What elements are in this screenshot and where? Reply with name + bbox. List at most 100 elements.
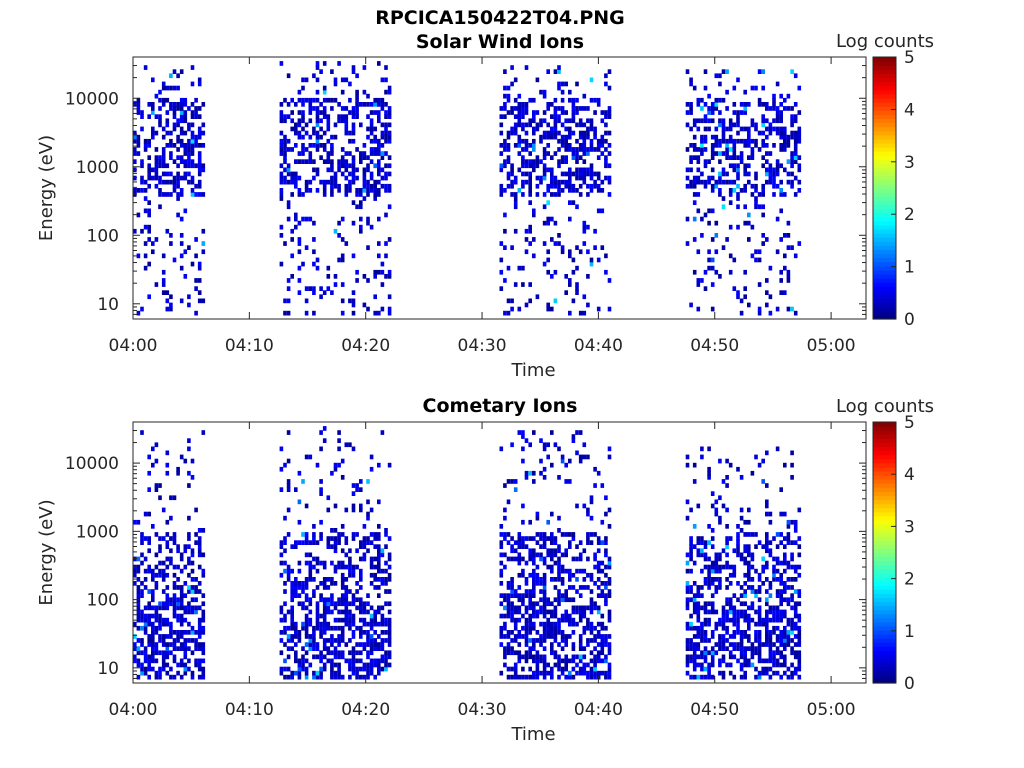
heatmap-cell bbox=[326, 179, 331, 185]
heatmap-cell bbox=[743, 634, 747, 639]
cometary-x-ticks: 04:00 04:10 04:20 04:30 04:40 04:50 05:00 bbox=[109, 422, 856, 720]
heatmap-cell bbox=[696, 147, 701, 152]
heatmap-cell bbox=[739, 662, 744, 668]
heatmap-cell bbox=[197, 167, 202, 173]
heatmap-cell bbox=[775, 589, 780, 594]
heatmap-cell bbox=[765, 617, 769, 623]
heatmap-cell bbox=[297, 134, 302, 140]
heatmap-cell bbox=[154, 487, 159, 492]
heatmap-cell bbox=[586, 638, 590, 643]
x-tick-label: 04:00 bbox=[109, 700, 158, 720]
heatmap-cell bbox=[596, 642, 601, 647]
heatmap-cell bbox=[524, 536, 529, 541]
heatmap-cell bbox=[703, 650, 708, 656]
heatmap-cell bbox=[586, 617, 590, 623]
heatmap-cell bbox=[290, 646, 294, 651]
heatmap-cell bbox=[739, 609, 744, 615]
heatmap-cell bbox=[786, 621, 791, 627]
heatmap-cell bbox=[190, 130, 195, 136]
heatmap-cell bbox=[786, 597, 791, 603]
heatmap-cell bbox=[550, 556, 554, 562]
heatmap-cell bbox=[322, 560, 327, 566]
heatmap-cell bbox=[725, 609, 729, 615]
heatmap-cell bbox=[183, 654, 188, 660]
heatmap-cell bbox=[604, 269, 608, 275]
heatmap-cell bbox=[517, 585, 522, 590]
heatmap-cell bbox=[586, 302, 590, 308]
heatmap-cell bbox=[689, 81, 693, 87]
heatmap-cell bbox=[524, 593, 529, 598]
heatmap-cell bbox=[380, 134, 385, 140]
heatmap-cell bbox=[387, 654, 392, 660]
heatmap-cell bbox=[319, 143, 323, 148]
heatmap-cell bbox=[553, 110, 558, 115]
heatmap-cell bbox=[297, 249, 302, 255]
heatmap-cell bbox=[340, 147, 345, 152]
heatmap-cell bbox=[575, 171, 579, 177]
heatmap-cell bbox=[304, 605, 309, 611]
heatmap-cell bbox=[797, 155, 802, 160]
heatmap-cell bbox=[571, 130, 576, 136]
heatmap-cell bbox=[550, 126, 554, 132]
heatmap-cell bbox=[151, 110, 155, 115]
heatmap-cell bbox=[692, 642, 697, 647]
heatmap-cell bbox=[750, 642, 755, 647]
heatmap-cell bbox=[373, 630, 377, 635]
heatmap-cell bbox=[154, 605, 159, 611]
heatmap-cell bbox=[586, 454, 590, 460]
heatmap-cell bbox=[369, 621, 374, 627]
heatmap-cell bbox=[197, 151, 202, 156]
heatmap-cell bbox=[337, 462, 341, 468]
heatmap-cell bbox=[369, 613, 374, 619]
heatmap-cell bbox=[532, 126, 536, 132]
heatmap-cell bbox=[765, 642, 769, 647]
heatmap-cell bbox=[703, 159, 708, 164]
heatmap-cell bbox=[539, 621, 543, 627]
heatmap-cell bbox=[747, 179, 751, 185]
heatmap-cell bbox=[593, 179, 597, 185]
heatmap-cell bbox=[528, 298, 532, 304]
heatmap-cell bbox=[355, 666, 359, 672]
heatmap-cell bbox=[765, 670, 769, 676]
heatmap-cell bbox=[283, 134, 287, 140]
heatmap-cell bbox=[575, 188, 579, 193]
heatmap-cell bbox=[333, 674, 338, 680]
heatmap-cell bbox=[542, 593, 547, 598]
heatmap-cell bbox=[725, 69, 729, 74]
heatmap-cell bbox=[689, 674, 693, 680]
heatmap-cell bbox=[707, 601, 711, 607]
heatmap-cell bbox=[589, 589, 594, 594]
heatmap-cell bbox=[154, 183, 159, 189]
heatmap-cell bbox=[297, 540, 302, 545]
heatmap-cell bbox=[692, 666, 697, 672]
heatmap-cell bbox=[772, 192, 776, 197]
heatmap-cell bbox=[593, 556, 597, 562]
heatmap-cell bbox=[510, 556, 514, 562]
heatmap-cell bbox=[333, 175, 338, 181]
heatmap-cell bbox=[578, 143, 583, 148]
heatmap-cell bbox=[143, 556, 148, 562]
heatmap-cell bbox=[513, 228, 518, 234]
heatmap-cell bbox=[761, 204, 765, 210]
heatmap-cell bbox=[333, 601, 338, 607]
heatmap-cell bbox=[133, 572, 137, 578]
heatmap-cell bbox=[503, 147, 507, 152]
heatmap-cell bbox=[703, 630, 708, 635]
heatmap-cell bbox=[499, 143, 504, 148]
heatmap-cell bbox=[528, 241, 532, 246]
heatmap-cell bbox=[718, 552, 722, 558]
heatmap-cell bbox=[521, 597, 525, 603]
heatmap-cell bbox=[783, 556, 787, 562]
heatmap-cell bbox=[725, 552, 729, 558]
heatmap-cell bbox=[362, 556, 367, 562]
heatmap-cell bbox=[696, 540, 701, 545]
heatmap-cell bbox=[575, 151, 579, 156]
heatmap-cell bbox=[133, 228, 137, 234]
heatmap-cell bbox=[710, 491, 715, 496]
heatmap-cell bbox=[768, 581, 773, 586]
heatmap-cell bbox=[783, 134, 787, 140]
heatmap-cell bbox=[743, 548, 747, 554]
heatmap-cell bbox=[176, 597, 180, 603]
heatmap-cell bbox=[140, 110, 144, 115]
heatmap-cell bbox=[179, 634, 184, 639]
